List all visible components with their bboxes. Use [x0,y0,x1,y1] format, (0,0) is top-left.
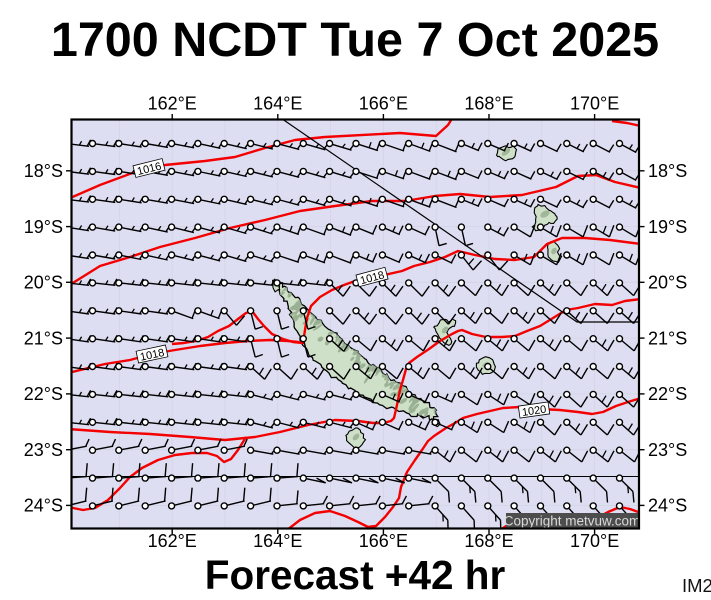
svg-text:IM2: IM2 [682,575,711,596]
svg-text:24°S: 24°S [24,496,63,516]
svg-text:168°E: 168°E [464,531,513,551]
svg-text:1020: 1020 [521,404,547,419]
svg-text:21°S: 21°S [648,328,687,348]
svg-text:20°S: 20°S [24,273,63,293]
svg-text:162°E: 162°E [148,94,197,114]
svg-text:22°S: 22°S [24,384,63,404]
svg-text:23°S: 23°S [648,440,687,460]
svg-text:23°S: 23°S [24,440,63,460]
svg-text:19°S: 19°S [648,217,687,237]
svg-text:21°S: 21°S [24,328,63,348]
svg-text:170°E: 170°E [570,94,619,114]
svg-text:166°E: 166°E [359,531,408,551]
svg-text:1700 NCDT Tue 7 Oct 2025: 1700 NCDT Tue 7 Oct 2025 [51,13,659,67]
svg-text:170°E: 170°E [570,531,619,551]
svg-text:18°S: 18°S [24,161,63,181]
svg-text:168°E: 168°E [464,94,513,114]
svg-text:Copyright metvuw.com: Copyright metvuw.com [504,514,641,529]
svg-text:19°S: 19°S [24,217,63,237]
svg-text:162°E: 162°E [148,531,197,551]
svg-text:164°E: 164°E [253,531,302,551]
svg-text:Forecast +42 hr: Forecast +42 hr [205,552,506,598]
svg-text:164°E: 164°E [253,94,302,114]
svg-text:1018: 1018 [139,347,165,364]
svg-text:1016: 1016 [136,160,163,178]
svg-text:22°S: 22°S [648,384,687,404]
svg-text:18°S: 18°S [648,161,687,181]
svg-text:20°S: 20°S [648,273,687,293]
svg-text:166°E: 166°E [359,94,408,114]
svg-text:24°S: 24°S [648,496,687,516]
